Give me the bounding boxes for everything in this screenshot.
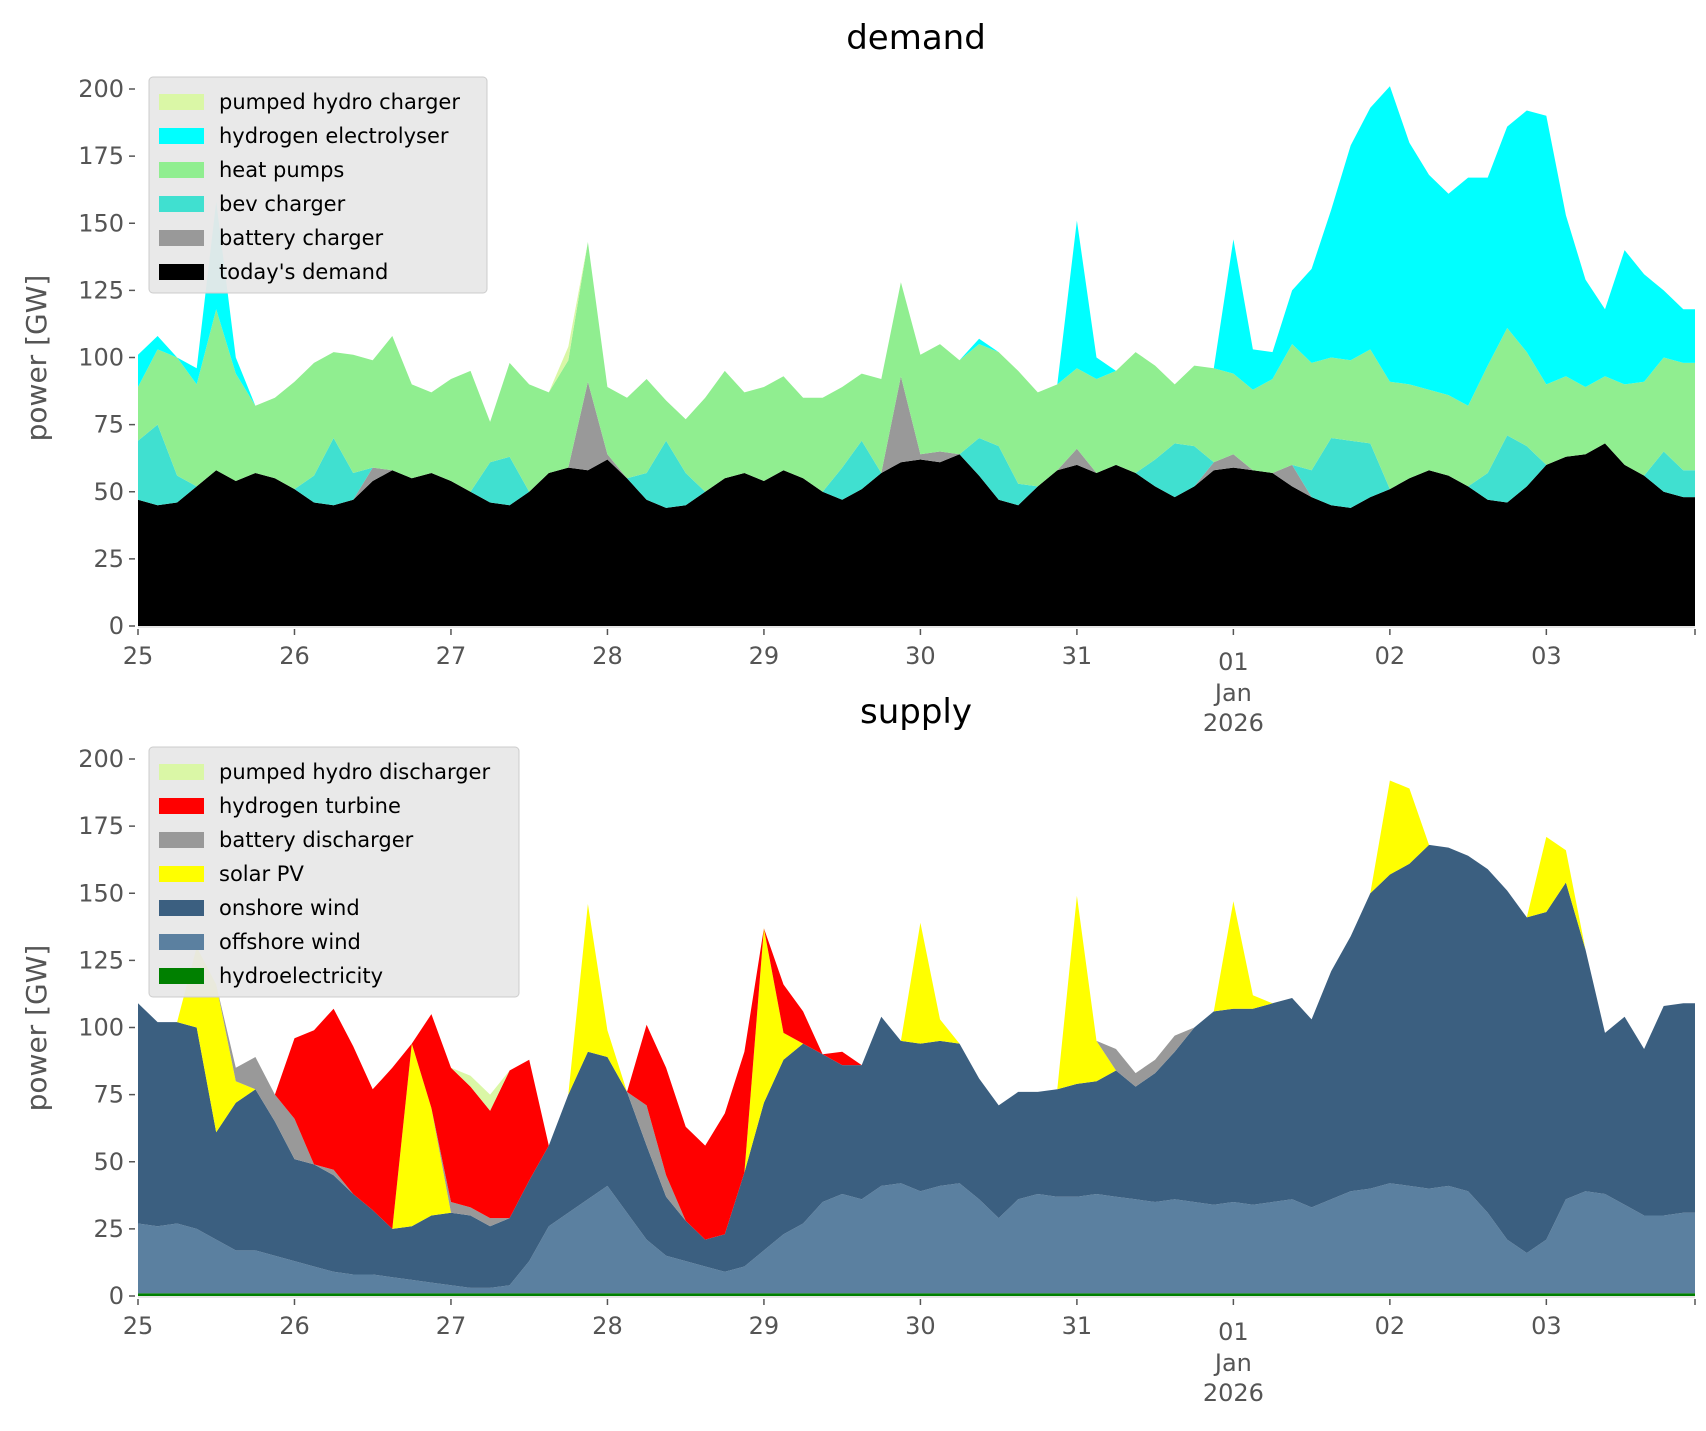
- x-tick-label: 31: [1062, 1312, 1093, 1340]
- supply-ylabel: power [GW]: [20, 945, 53, 1112]
- legend-swatch-onshore-wind: [159, 900, 204, 916]
- y-tick-label: 200: [78, 745, 124, 773]
- y-tick-label: 50: [93, 478, 124, 506]
- y-tick-label: 0: [109, 612, 124, 640]
- area-bev-charger: [138, 376, 1695, 508]
- legend-label-battery-discharger: battery discharger: [219, 828, 414, 852]
- y-tick-label: 175: [78, 142, 124, 170]
- y-tick-label: 75: [93, 1081, 124, 1109]
- x-tick-label: 27: [436, 1312, 467, 1340]
- area-onshore-wind: [138, 844, 1695, 1288]
- area-heat-pumps: [138, 242, 1695, 492]
- area-offshore-wind: [138, 1183, 1695, 1294]
- y-tick-label: 25: [93, 545, 124, 573]
- demand-areas: [138, 86, 1695, 626]
- legend-label-battery-charger: battery charger: [219, 226, 384, 250]
- legend-swatch-hydroelectricity: [159, 968, 204, 984]
- legend-label-bev-charger: bev charger: [219, 192, 346, 216]
- area-battery-charger: [138, 376, 1695, 508]
- x-tick-label: 27: [436, 642, 467, 670]
- legend-box: [148, 76, 488, 294]
- demand-plot: demand power [GW] 0255075100125150175200…: [20, 18, 1696, 737]
- x-tick-label: 25: [123, 642, 154, 670]
- y-tick-label: 150: [78, 879, 124, 907]
- legend-label-onshore-wind: onshore wind: [219, 896, 360, 920]
- x-tick-label: 26: [279, 642, 310, 670]
- legend-label-pumped-hydro-charger: pumped hydro charger: [219, 90, 460, 114]
- legend-label-heat-pumps: heat pumps: [219, 158, 344, 182]
- y-tick-label: 25: [93, 1215, 124, 1243]
- x-tick-month-label: Jan: [1213, 1349, 1252, 1377]
- legend-label-solar-pv: solar PV: [219, 862, 304, 886]
- x-tick-label: 03: [1531, 1312, 1562, 1340]
- x-tick-year-label: 2026: [1203, 709, 1264, 737]
- x-tick-label: 30: [905, 642, 936, 670]
- x-tick-month-label: Jan: [1213, 679, 1252, 707]
- area-hydroelectricity: [138, 1293, 1695, 1296]
- legend-label-today-s-demand: today's demand: [219, 260, 388, 284]
- x-tick-year-label: 2026: [1203, 1379, 1264, 1407]
- legend-box: [148, 746, 520, 998]
- legend-label-hydrogen-electrolyser: hydrogen electrolyser: [219, 124, 449, 148]
- y-tick-label: 75: [93, 411, 124, 439]
- supply-legend: pumped hydro discharger hydrogen turbine b…: [148, 746, 520, 998]
- supply-areas: [138, 780, 1695, 1296]
- legend-label-hydroelectricity: hydroelectricity: [219, 964, 383, 988]
- x-tick-label: 01: [1218, 648, 1249, 676]
- legend-swatch-battery-charger: [159, 230, 204, 246]
- x-tick-label: 30: [905, 1312, 936, 1340]
- x-tick-label: 29: [749, 1312, 780, 1340]
- area-hydrogen-electrolyser: [138, 86, 1695, 422]
- legend-label-offshore-wind: offshore wind: [219, 930, 361, 954]
- y-tick-label: 100: [78, 1014, 124, 1042]
- legend-swatch-hydrogen-turbine: [159, 798, 204, 814]
- y-tick-label: 200: [78, 75, 124, 103]
- y-tick-label: 175: [78, 812, 124, 840]
- legend-label-pumped-hydro-discharger: pumped hydro discharger: [219, 760, 490, 784]
- legend-label-hydrogen-turbine: hydrogen turbine: [219, 794, 401, 818]
- legend-swatch-today-s-demand: [159, 264, 204, 280]
- demand-ylabel: power [GW]: [20, 275, 53, 442]
- legend-swatch-heat-pumps: [159, 162, 204, 178]
- legend-swatch-offshore-wind: [159, 934, 204, 950]
- legend-swatch-solar-pv: [159, 866, 204, 882]
- supply-title: supply: [860, 692, 972, 732]
- x-tick-label: 02: [1375, 1312, 1406, 1340]
- legend-swatch-pumped-hydro-discharger: [159, 764, 204, 780]
- area-today-s-demand: [138, 443, 1695, 626]
- y-tick-label: 125: [78, 946, 124, 974]
- x-tick-label: 02: [1375, 642, 1406, 670]
- legend-swatch-hydrogen-electrolyser: [159, 128, 204, 144]
- area-hydrogen-turbine: [138, 780, 1695, 1240]
- legend-swatch-bev-charger: [159, 196, 204, 212]
- demand-legend: pumped hydro charger hydrogen electrolyse…: [148, 76, 488, 294]
- x-tick-label: 31: [1062, 642, 1093, 670]
- y-tick-label: 50: [93, 1148, 124, 1176]
- y-tick-label: 0: [109, 1282, 124, 1310]
- legend-swatch-pumped-hydro-charger: [159, 94, 204, 110]
- area-solar-pv: [138, 780, 1695, 1240]
- supply-plot: supply power [GW] 0255075100125150175200…: [20, 692, 1696, 1407]
- x-tick-label: 25: [123, 1312, 154, 1340]
- x-tick-label: 28: [592, 642, 623, 670]
- y-tick-label: 125: [78, 276, 124, 304]
- legend-swatch-battery-discharger: [159, 832, 204, 848]
- x-tick-label: 28: [592, 1312, 623, 1340]
- x-tick-label: 03: [1531, 642, 1562, 670]
- x-tick-label: 01: [1218, 1318, 1249, 1346]
- x-tick-label: 26: [279, 1312, 310, 1340]
- x-tick-label: 29: [749, 642, 780, 670]
- y-tick-label: 150: [78, 209, 124, 237]
- y-tick-label: 100: [78, 344, 124, 372]
- demand-title: demand: [846, 18, 986, 58]
